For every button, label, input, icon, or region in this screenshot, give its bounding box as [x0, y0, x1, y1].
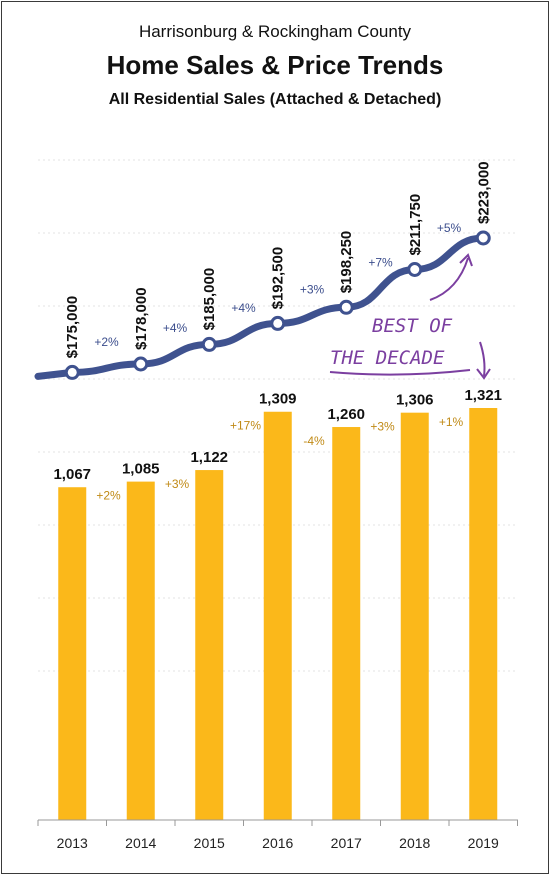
bar-change-2015: +3% [165, 477, 190, 491]
price-point-2017 [338, 299, 354, 315]
bar-2018 [400, 412, 429, 820]
bar-label-2016: 1,309 [259, 391, 297, 408]
price-change-2018: +7% [368, 255, 393, 269]
bar-2013 [58, 487, 87, 820]
annotation-line2: THE DECADE [330, 347, 445, 369]
chart-location: Harrisonburg & Rockingham County [138, 22, 412, 41]
x-tick-label-2013: 2013 [57, 835, 88, 851]
bar-label-2015: 1,122 [190, 449, 228, 466]
x-tick-label-2019: 2019 [468, 835, 499, 851]
x-tick-label-2018: 2018 [399, 835, 430, 851]
annotation-arrow-up-head [459, 253, 473, 267]
price-label-2018: $211,750 [407, 194, 424, 256]
bar-2014 [126, 481, 155, 820]
price-label-2014: $178,000 [133, 287, 150, 350]
price-change-2017: +3% [300, 282, 325, 296]
x-tick-label-2015: 2015 [194, 835, 225, 851]
price-point-2014 [133, 356, 149, 372]
bar-label-2013: 1,067 [53, 466, 91, 483]
bar-2017 [332, 427, 361, 820]
line-series: $175,000 $178,000 $185,000 $192,500 $198,250… [34, 161, 492, 380]
x-tick-label-2017: 2017 [331, 835, 362, 851]
bar-2015 [195, 470, 224, 820]
chart-title: Home Sales & Price Trends [106, 50, 444, 80]
bar-label-2017: 1,260 [327, 406, 365, 423]
bar-change-2018: +3% [370, 420, 395, 434]
bar-change-2017: -4% [303, 434, 325, 448]
annotation-line1: BEST OF [372, 315, 453, 337]
bar-2019 [469, 408, 498, 820]
bar-label-2018: 1,306 [396, 392, 434, 409]
bar-change-2014: +2% [96, 489, 121, 503]
price-point-2016 [270, 315, 286, 331]
price-label-2017: $198,250 [338, 231, 355, 294]
chart-subtitle: All Residential Sales (Attached & Detach… [108, 91, 442, 108]
price-label-2019: $223,000 [475, 161, 492, 224]
bar-label-2019: 1,321 [464, 387, 502, 404]
price-label-2016: $192,500 [270, 247, 287, 310]
price-label-2015: $185,000 [201, 268, 218, 331]
price-change-2019: +5% [437, 221, 462, 235]
annotation-arrow-down-head [476, 368, 491, 380]
price-point-2013 [64, 364, 80, 380]
annotation-arrow-down [479, 341, 486, 377]
price-point-2018 [407, 262, 423, 277]
x-axis: 2013 2014 2015 2016 2017 2018 2019 [37, 819, 518, 851]
annotation: BEST OF THE DECADE [329, 253, 491, 380]
price-point-2015 [201, 336, 217, 352]
bar-change-2019: +1% [439, 415, 464, 429]
price-change-2015: +4% [163, 321, 188, 335]
x-tick-label-2014: 2014 [125, 835, 156, 851]
bar-series: 1,067 1,085 1,122 1,309 1,260 1,306 1,321 +2% +3… [53, 387, 502, 820]
price-point-2019 [475, 230, 491, 246]
annotation-arrow-up [429, 257, 469, 301]
price-change-2014: +2% [94, 335, 119, 349]
bar-label-2014: 1,085 [122, 461, 160, 478]
price-label-2013: $175,000 [64, 296, 81, 359]
annotation-underline [329, 369, 471, 376]
price-change-2016: +4% [231, 301, 256, 315]
x-tick-label-2016: 2016 [262, 835, 293, 851]
bar-change-2016: +17% [230, 419, 261, 433]
bar-2016 [263, 411, 292, 820]
